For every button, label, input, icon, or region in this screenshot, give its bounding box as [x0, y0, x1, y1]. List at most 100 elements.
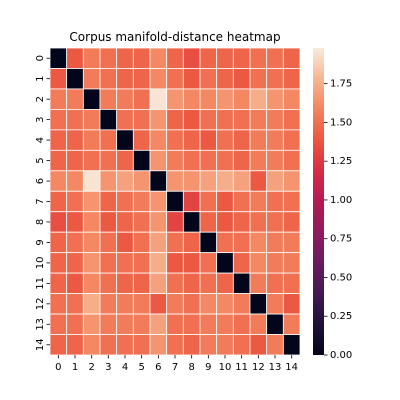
heatmap-cell-9-0 [49, 231, 68, 254]
x-tick-label: 4 [122, 362, 128, 373]
heatmap-cell-2-14 [282, 88, 301, 110]
heatmap-cell-9-11 [232, 231, 251, 254]
x-tick-label: 10 [219, 362, 232, 373]
colorbar-tick-label: 0.50 [330, 272, 352, 283]
heatmap-cell-5-1 [66, 149, 84, 172]
heatmap-cell-9-3 [99, 231, 118, 254]
heatmap-cell-14-11 [232, 334, 251, 356]
heatmap-cell-7-1 [66, 190, 84, 213]
heatmap-cell-9-4 [116, 231, 134, 254]
heatmap-cell-1-7 [166, 68, 184, 90]
heatmap-cell-10-0 [49, 252, 68, 274]
heatmap-cell-11-6 [149, 272, 168, 294]
heatmap-cell-2-12 [249, 88, 268, 110]
y-tick-label: 9 [35, 239, 46, 245]
heatmap-cell-8-13 [266, 211, 284, 233]
heatmap-cell-11-4 [116, 272, 134, 294]
heatmap-cell-13-10 [216, 313, 234, 335]
heatmap-cell-7-7 [166, 190, 184, 213]
heatmap-cell-5-5 [132, 149, 151, 172]
heatmap-cell-9-9 [199, 231, 218, 254]
heatmap-cell-1-3 [99, 68, 118, 90]
heatmap-cell-10-14 [282, 252, 301, 274]
x-tick-label: 1 [72, 362, 78, 373]
heatmap-cell-5-8 [182, 149, 201, 172]
heatmap-cell-4-0 [49, 129, 68, 151]
colorbar-tick-label: 1.25 [330, 156, 352, 167]
heatmap-cell-10-3 [99, 252, 118, 274]
heatmap-cell-10-2 [82, 252, 101, 274]
heatmap-cell-5-11 [232, 149, 251, 172]
heatmap-cell-5-9 [199, 149, 218, 172]
heatmap-cell-3-7 [166, 109, 184, 131]
heatmap-cell-1-0 [49, 68, 68, 90]
heatmap-cell-8-5 [132, 211, 151, 233]
heatmap-cell-10-12 [249, 252, 268, 274]
heatmap-cell-3-12 [249, 109, 268, 131]
colorbar-tick-label: 1.00 [330, 195, 352, 206]
heatmap-cell-8-14 [282, 211, 301, 233]
heatmap-cell-13-2 [82, 313, 101, 335]
heatmap-cell-1-11 [232, 68, 251, 90]
x-tick-label: 0 [55, 362, 61, 373]
heatmap-cell-3-2 [82, 109, 101, 131]
heatmap-cell-8-9 [199, 211, 218, 233]
heatmap-cell-0-8 [182, 47, 201, 69]
heatmap-cell-0-10 [216, 47, 234, 69]
heatmap-cell-4-7 [166, 129, 184, 151]
heatmap-cell-4-6 [149, 129, 168, 151]
heatmap-cell-4-1 [66, 129, 84, 151]
heatmap-cell-7-10 [216, 190, 234, 213]
x-tick-label: 9 [205, 362, 211, 373]
heatmap-cell-5-10 [216, 149, 234, 172]
colorbar-tick-label: 1.50 [330, 117, 352, 128]
heatmap-cell-1-13 [266, 68, 284, 90]
heatmap-cell-4-4 [116, 129, 134, 151]
heatmap-cell-11-10 [216, 272, 234, 294]
heatmap-cell-9-10 [216, 231, 234, 254]
heatmap-cell-14-0 [49, 334, 68, 356]
heatmap-cell-12-10 [216, 293, 234, 315]
heatmap-cell-4-14 [282, 129, 301, 151]
heatmap-cell-1-9 [199, 68, 218, 90]
heatmap-cell-0-13 [266, 47, 284, 69]
y-tick-label: 10 [35, 257, 46, 270]
heatmap-cell-14-10 [216, 334, 234, 356]
colorbar: 0.00 0.25 0.50 0.75 1.00 1.25 1.50 1.75 [313, 48, 352, 361]
heatmap-cell-3-6 [149, 109, 168, 131]
heatmap-cell-2-11 [232, 88, 251, 110]
x-tick-label: 3 [105, 362, 111, 373]
heatmap-cell-13-6 [149, 313, 168, 335]
heatmap-cell-7-0 [49, 190, 68, 213]
heatmap-cell-10-4 [116, 252, 134, 274]
heatmap-cell-8-4 [116, 211, 134, 233]
heatmap-cell-14-8 [182, 334, 201, 356]
heatmap-cell-10-7 [166, 252, 184, 274]
heatmap-cell-2-1 [66, 88, 84, 110]
heatmap-cell-8-10 [216, 211, 234, 233]
heatmap-cell-6-14 [282, 170, 301, 192]
colorbar-tick-label: 0.00 [330, 350, 352, 361]
heatmap-cell-5-4 [116, 149, 134, 172]
heatmap-cell-0-7 [166, 47, 184, 69]
x-tick-label: 8 [188, 362, 194, 373]
heatmap-cell-4-3 [99, 129, 118, 151]
heatmap-cell-3-14 [282, 109, 301, 131]
heatmap-cell-3-4 [116, 109, 134, 131]
chart-title: Corpus manifold-distance heatmap [69, 30, 280, 44]
heatmap-cell-2-13 [266, 88, 284, 110]
heatmap-cell-1-4 [116, 68, 134, 90]
heatmap-cell-9-2 [82, 231, 101, 254]
heatmap-cell-10-13 [266, 252, 284, 274]
x-tick-label: 12 [252, 362, 265, 373]
heatmap-cell-6-10 [216, 170, 234, 192]
heatmap-cell-0-2 [82, 47, 101, 69]
heatmap-cell-9-1 [66, 231, 84, 254]
colorbar-tick-label: 0.25 [330, 311, 352, 322]
heatmap-cell-1-6 [149, 68, 168, 90]
heatmap-cell-3-9 [199, 109, 218, 131]
heatmap-cell-11-0 [49, 272, 68, 294]
heatmap-cell-6-11 [232, 170, 251, 192]
heatmap-cell-11-2 [82, 272, 101, 294]
